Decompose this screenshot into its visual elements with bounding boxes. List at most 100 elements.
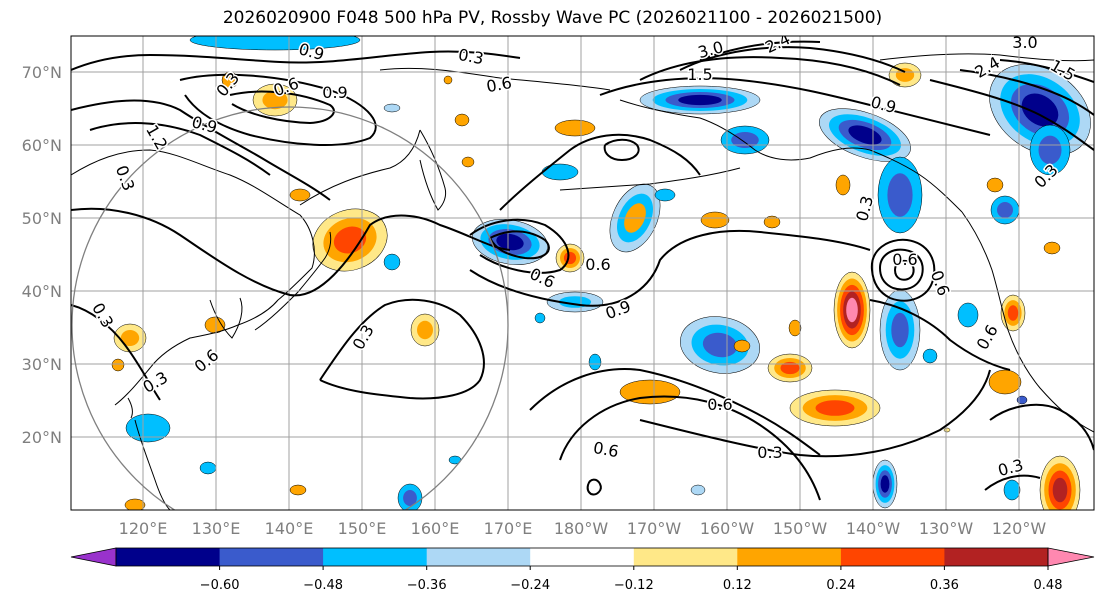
coastline-siberia-north [379,67,611,91]
anomaly-blob [417,320,433,340]
coastline-taiwan [127,397,133,419]
coastline-korea [209,297,243,339]
lon-label: 150°W [773,519,828,538]
pv-anomaly-shading [111,36,1091,510]
anomaly-blob [189,36,361,51]
anomaly-blob [891,312,909,348]
anomaly-blob [922,348,938,364]
lon-label: 170°W [627,519,682,538]
anomaly-blob [957,302,979,328]
anomaly-blob [997,202,1013,218]
anomaly-blob [731,132,759,148]
anomaly-blob [383,103,401,113]
pv-contour [894,259,915,281]
colorbar-segment [840,548,945,566]
anomaly-blob [262,90,288,110]
pv-contour [603,138,640,162]
anomaly-blob [988,369,1022,395]
lon-label: 130°E [192,519,241,538]
anomaly-blob [588,353,602,371]
wave-packet-circle [71,106,509,510]
anomaly-blob [763,215,781,229]
anomaly-blob [846,297,858,323]
colorbar-segment [219,548,324,566]
colorbar-segment [530,548,635,566]
colorbar-tick-label: 0.36 [930,578,959,593]
pv-contour [71,99,331,201]
pv-contour [71,207,511,297]
pv-contour [639,369,991,458]
coastline-aleutians [559,167,741,191]
anomaly-blob [541,163,579,181]
anomaly-blob [733,339,751,353]
plot-title: 2026020900 F048 500 hPa PV, Rossby Wave … [222,8,883,28]
colorbar-tick-label: −0.12 [614,578,654,593]
pv-contour [984,474,1041,491]
anomaly-blob [815,400,855,416]
pv-contour [989,403,1094,451]
lat-label: 60°N [22,136,62,155]
lon-label: 150°E [338,519,387,538]
colorbar-tick-label: 0.48 [1034,578,1063,593]
contour-label: 0.3 [757,443,782,462]
anomaly-blob [383,253,401,271]
anomaly-blob [199,461,217,475]
anomaly-blob [702,332,738,358]
pv-contour [469,229,871,307]
anomaly-blob [654,188,676,202]
pv-contour [89,122,271,176]
pv-contour [529,368,821,456]
coastline-alaska [619,99,963,213]
pv-contour [679,46,906,73]
lon-label: 160°E [411,519,460,538]
map-frame [70,35,1095,511]
map-background [71,36,1094,510]
colorbar-tick-label: −0.36 [407,578,447,593]
lon-label: 160°W [700,519,755,538]
coastline-asia [71,149,315,406]
anomaly-blob [1052,477,1068,503]
pv-contour [639,56,901,86]
anomaly-blob [780,361,800,375]
anomaly-blob [454,113,470,127]
colorbar-extend-low [70,547,117,567]
anomaly-blob [563,251,577,265]
pv-contour [870,238,936,302]
coastline-japan [254,231,332,331]
anomaly-blob [895,68,915,82]
colorbar-segment [944,548,1049,566]
anomaly-blob [443,75,453,85]
anomaly-blob [887,173,913,217]
contour-label: 0.9 [322,83,347,102]
anomaly-blob [835,174,851,196]
anomaly-blob [534,312,546,324]
anomaly-blob [690,484,706,496]
colorbar-segment [426,548,531,566]
contour-label: 1.5 [687,65,712,84]
lat-label: 70°N [22,63,62,82]
anomaly-blob [333,226,367,254]
anomaly-blob [111,358,125,372]
pv-contour [229,90,335,125]
coastline-canada-north [879,53,1094,62]
colorbar-tick-label: 0.12 [723,578,752,593]
lon-label: 140°W [846,519,901,538]
pv-contour [469,218,570,274]
anomaly-blob [289,484,307,496]
anomaly-blob [1007,305,1019,321]
lon-label: 120°W [992,519,1047,538]
contour-label: 0.6 [707,395,732,414]
anomaly-blob [124,498,146,510]
colorbar-tick-label: −0.48 [303,578,343,593]
anomaly-blob [1003,479,1021,501]
anomaly-blob [700,211,730,229]
pv-contour [489,230,550,260]
anomaly-blob [1038,135,1062,165]
longitude-labels: 120°E 130°E 140°E 150°E 160°E 170°E 180°W 170°W… [119,519,1047,538]
anomaly-blob [289,188,311,202]
anomaly-blob [403,490,417,506]
pv-contour [599,77,991,136]
lat-label: 20°N [22,428,62,447]
anomaly-blob [788,319,802,337]
lon-label: 120°E [119,519,168,538]
